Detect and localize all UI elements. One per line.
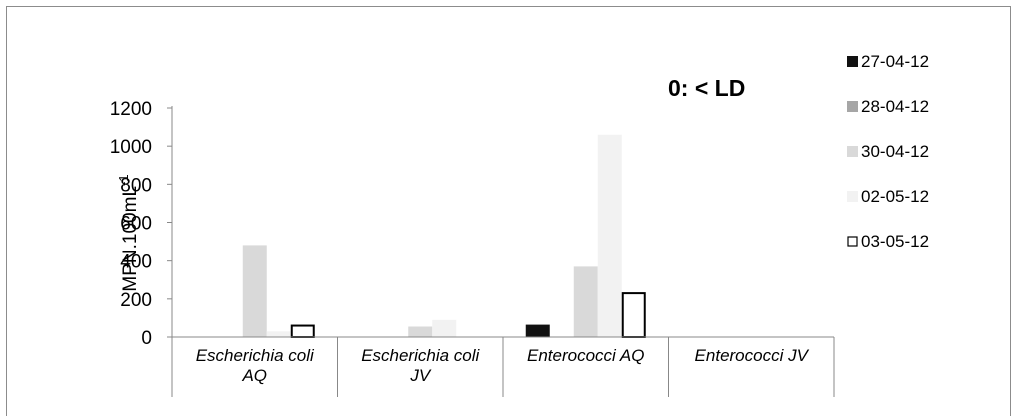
y-tick-label: 800: [120, 175, 152, 196]
bar: [597, 134, 622, 337]
bar: [408, 326, 433, 337]
bar: [573, 266, 598, 337]
bar: [242, 245, 267, 337]
legend-label: 02-05-12: [861, 187, 929, 206]
legend-label: 27-04-12: [861, 52, 929, 71]
y-tick-label: 1200: [110, 99, 152, 120]
bars: [242, 134, 646, 339]
legend: 27-04-12 28-04-12 30-04-12 02-05-12 03-05-12: [847, 52, 929, 251]
legend-label: 30-04-12: [861, 142, 929, 161]
x-category-label: Enterococci JV: [695, 346, 810, 365]
y-tick-label: 1000: [110, 137, 152, 158]
y-axis-label-superscript: -1: [116, 174, 131, 186]
axes: [167, 106, 835, 397]
legend-swatch: [847, 191, 858, 202]
y-tick-label: 0: [141, 328, 152, 349]
y-axis-label-main: MPN.100mL: [120, 186, 141, 292]
legend-swatch: [847, 146, 858, 157]
legend-swatch: [847, 236, 858, 247]
y-tick-label: 200: [120, 290, 152, 311]
annotation-label: 0: < LD: [668, 75, 745, 101]
legend-swatch: [847, 56, 858, 67]
x-category-label: JV: [409, 366, 432, 385]
y-tick-label: 400: [120, 252, 152, 273]
x-category-label: Enterococci AQ: [527, 346, 644, 365]
y-axis-label: MPN.100mL-1: [116, 174, 141, 291]
bar: [290, 324, 315, 338]
bar: [525, 324, 550, 337]
legend-label: 28-04-12: [861, 97, 929, 116]
x-category-label: Escherichia coli: [196, 346, 315, 365]
x-category-label: Escherichia coli: [361, 346, 480, 365]
y-tick-label: 600: [120, 214, 152, 235]
legend-swatch: [847, 101, 858, 112]
x-category-label: AQ: [241, 366, 267, 385]
bar: [621, 292, 646, 339]
bar: [266, 331, 291, 337]
bar: [432, 319, 457, 337]
chart-frame: [6, 6, 1011, 416]
y-axis-ticks: 0 200 400 600 800 1000 1200: [110, 99, 152, 349]
legend-label: 03-05-12: [861, 232, 929, 251]
